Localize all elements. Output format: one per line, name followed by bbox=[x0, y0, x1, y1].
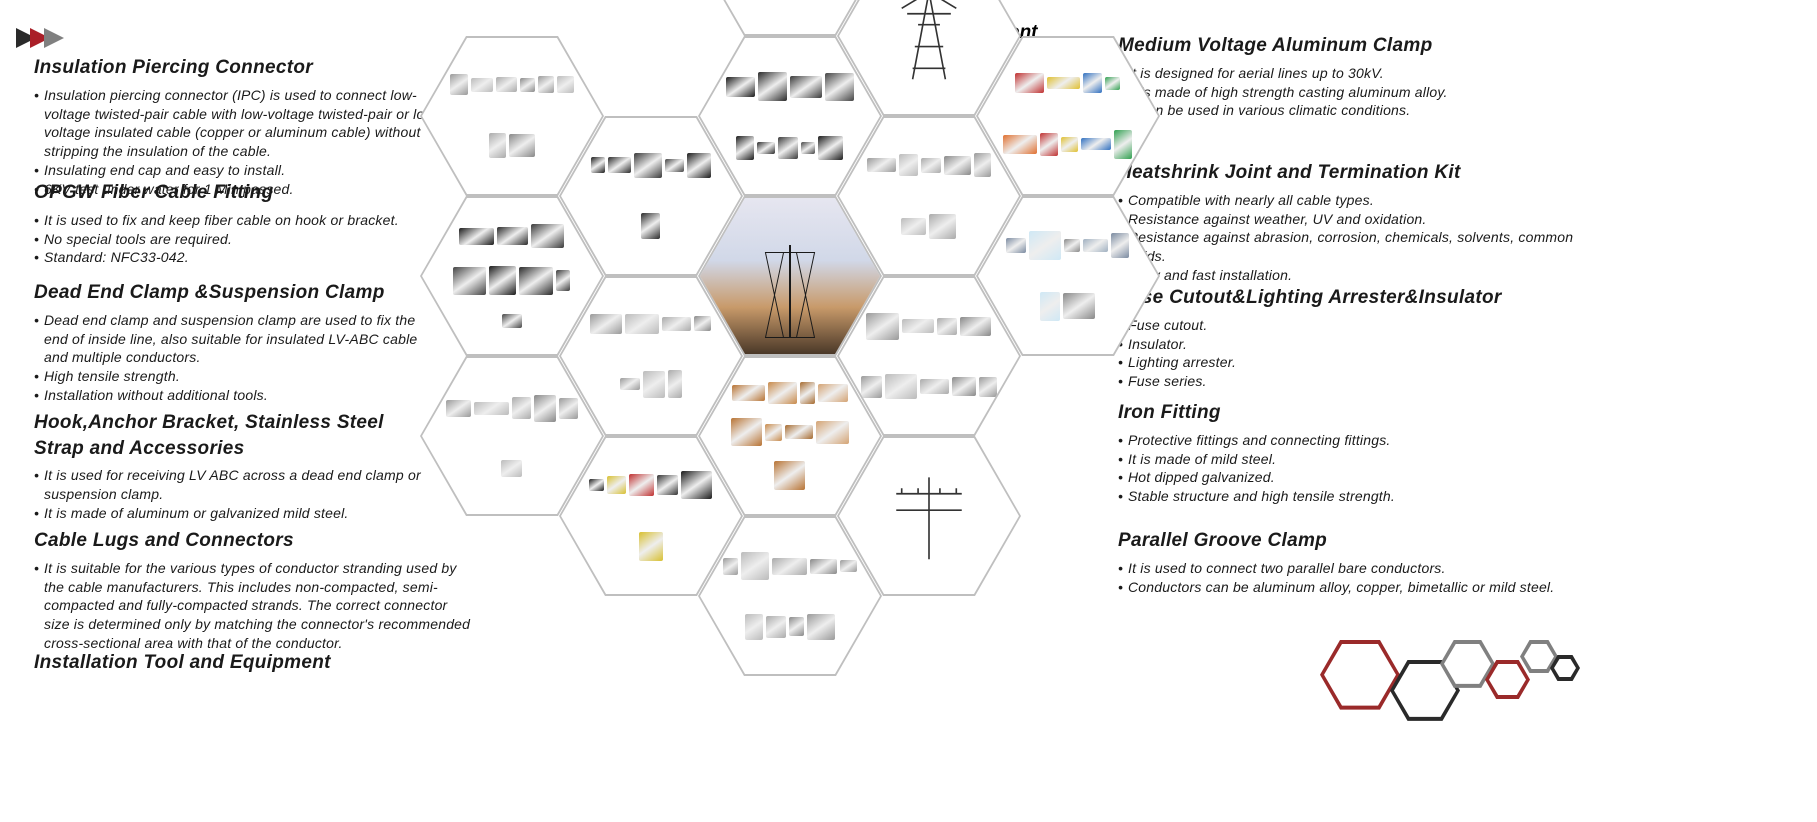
list-item: Dead end clamp and suspension clamp are … bbox=[34, 311, 434, 368]
section-title: OPGW Fiber Cable Fitting bbox=[34, 180, 434, 206]
list-item: It is designed for aerial lines up to 30… bbox=[1118, 64, 1578, 83]
product-thumbs bbox=[444, 57, 581, 176]
list-item: No special tools are required. bbox=[34, 230, 434, 249]
right-section-4: Parallel Groove Clamp It is used to conne… bbox=[1118, 528, 1578, 596]
product-thumbs bbox=[583, 137, 720, 256]
section-title: Medium Voltage Aluminum Clamp bbox=[1118, 33, 1578, 59]
section-title: Heatshrink Joint and Termination Kit bbox=[1118, 160, 1578, 186]
list-item: It is made of aluminum or galvanized mil… bbox=[34, 504, 434, 523]
right-section-0: Medium Voltage Aluminum Clamp It is desig… bbox=[1118, 33, 1578, 120]
section-list: Protective fittings and connecting fitti… bbox=[1118, 431, 1578, 507]
section-title: Installation Tool and Equipment bbox=[34, 650, 434, 676]
right-section-3: Iron Fitting Protective fittings and conn… bbox=[1118, 400, 1578, 506]
product-thumbs bbox=[722, 377, 859, 496]
list-item: Easy and fast installation. bbox=[1118, 266, 1578, 285]
list-item: Hot dipped galvanized. bbox=[1118, 468, 1578, 487]
product-thumbs bbox=[583, 297, 720, 416]
section-list: It is used to fix and keep fiber cable o… bbox=[34, 211, 434, 268]
product-thumbs bbox=[722, 57, 859, 176]
product-thumbs bbox=[1000, 57, 1137, 176]
left-section-5: Installation Tool and Equipment bbox=[34, 650, 434, 681]
pole-icon bbox=[866, 461, 992, 570]
list-item: Stable structure and high tensile streng… bbox=[1118, 487, 1578, 506]
section-list: Compatible with nearly all cable types.R… bbox=[1118, 191, 1578, 285]
header-chevron bbox=[16, 28, 58, 48]
list-item: Protective fittings and connecting fitti… bbox=[1118, 431, 1578, 450]
list-item: It is suitable for the various types of … bbox=[34, 559, 474, 653]
list-item: Standard: NFC33-042. bbox=[34, 248, 434, 267]
section-list: Dead end clamp and suspension clamp are … bbox=[34, 311, 434, 405]
section-list: It is used for receiving LV ABC across a… bbox=[34, 466, 434, 523]
deco-hex-icon bbox=[1320, 640, 1400, 710]
list-item: Resistance against abrasion, corrosion, … bbox=[1118, 228, 1578, 266]
list-item: Insulating end cap and easy to install. bbox=[34, 161, 442, 180]
list-item: Insulation piercing connector (IPC) is u… bbox=[34, 86, 442, 162]
section-title: Iron Fitting bbox=[1118, 400, 1578, 426]
section-list: It is designed for aerial lines up to 30… bbox=[1118, 64, 1578, 121]
product-thumbs bbox=[583, 457, 720, 576]
list-item: It is used for receiving LV ABC across a… bbox=[34, 466, 434, 504]
section-title: Insulation Piercing Connector bbox=[34, 55, 442, 81]
left-section-3: Hook,Anchor Bracket, Stainless Steel Str… bbox=[34, 410, 434, 523]
list-item: Compatible with nearly all cable types. bbox=[1118, 191, 1578, 210]
list-item: It is used to connect two parallel bare … bbox=[1118, 559, 1578, 578]
list-item: Resistance against weather, UV and oxida… bbox=[1118, 210, 1578, 229]
left-section-0: Insulation Piercing Connector Insulation … bbox=[34, 55, 442, 199]
list-item: It is used to fix and keep fiber cable o… bbox=[34, 211, 434, 230]
product-thumbs bbox=[861, 137, 998, 256]
list-item: It is made of mild steel. bbox=[1118, 450, 1578, 469]
left-section-1: OPGW Fiber Cable Fitting It is used to fi… bbox=[34, 180, 434, 267]
list-item: Fuse cutout. bbox=[1118, 316, 1578, 335]
section-title: Cable Lugs and Connectors bbox=[34, 528, 474, 554]
list-item: High tensile strength. bbox=[34, 367, 434, 386]
left-section-4: Cable Lugs and Connectors It is suitable … bbox=[34, 528, 474, 653]
earth-icon bbox=[727, 0, 853, 11]
list-item: Installation without additional tools. bbox=[34, 386, 434, 405]
section-title: Parallel Groove Clamp bbox=[1118, 528, 1578, 554]
list-item: Insulator. bbox=[1118, 335, 1578, 354]
section-title: Fuse Cutout&Lighting Arrester&Insulator bbox=[1118, 285, 1578, 311]
right-section-2: Fuse Cutout&Lighting Arrester&Insulator F… bbox=[1118, 285, 1578, 391]
section-list: It is used to connect two parallel bare … bbox=[1118, 559, 1578, 597]
right-section-1: Heatshrink Joint and Termination Kit Comp… bbox=[1118, 160, 1578, 285]
section-title: Hook,Anchor Bracket, Stainless Steel Str… bbox=[34, 410, 434, 461]
left-section-2: Dead End Clamp &Suspension Clamp Dead end… bbox=[34, 280, 434, 405]
product-thumbs bbox=[1000, 217, 1137, 336]
product-thumbs bbox=[861, 297, 998, 416]
product-thumbs bbox=[722, 537, 859, 656]
section-list: It is suitable for the various types of … bbox=[34, 559, 474, 653]
list-item: It can be used in various climatic condi… bbox=[1118, 101, 1578, 120]
product-thumbs bbox=[444, 377, 581, 496]
section-title: Dead End Clamp &Suspension Clamp bbox=[34, 280, 434, 306]
section-list: Fuse cutout.Insulator.Lighting arrester.… bbox=[1118, 316, 1578, 392]
product-thumbs bbox=[444, 217, 581, 336]
list-item: Lighting arrester. bbox=[1118, 353, 1578, 372]
list-item: It is made of high strength casting alum… bbox=[1118, 83, 1578, 102]
list-item: Conductors can be aluminum alloy, copper… bbox=[1118, 578, 1578, 597]
list-item: Fuse series. bbox=[1118, 372, 1578, 391]
tower-icon bbox=[866, 0, 992, 91]
